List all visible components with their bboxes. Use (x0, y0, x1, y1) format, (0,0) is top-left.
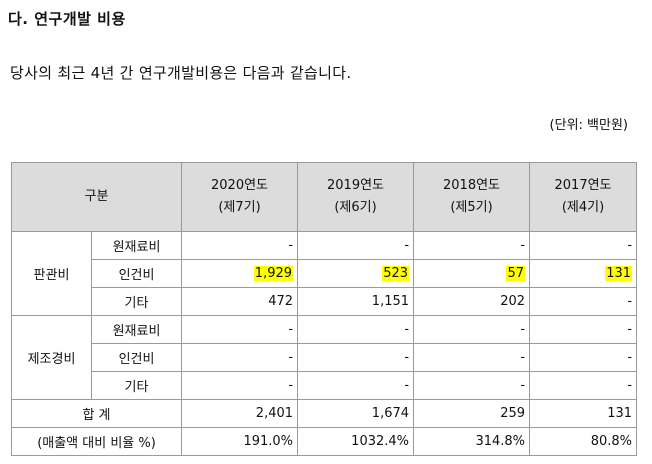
value-cell: - (297, 231, 415, 260)
period-label: (제6기) (334, 200, 377, 215)
ratio-row: (매출액 대비 비율 %) 191.0% 1032.4% 314.8% 80.8… (10, 427, 638, 456)
value-cell: - (297, 315, 415, 344)
value-cell: 314.8% (413, 427, 531, 456)
value-cell: - (181, 343, 299, 372)
value-cell: 202 (413, 287, 531, 316)
value-cell: 191.0% (181, 427, 299, 456)
value-cell: 1,151 (297, 287, 415, 316)
highlighted-value: 1,929 (253, 266, 294, 281)
value-cell: 472 (181, 287, 299, 316)
table-row: 기타 472 1,151 202 - (12, 287, 638, 316)
item-label: 원재료비 (90, 315, 183, 344)
table-row: 인건비 1,929 523 57 131 (12, 259, 638, 288)
total-label: 합 계 (10, 399, 183, 428)
table-row: 제조경비 원재료비 - - - - (11, 315, 638, 400)
period-label: (제7기) (218, 200, 261, 215)
value-cell: - (297, 343, 415, 372)
item-label: 기타 (90, 287, 183, 316)
value-cell: - (181, 315, 299, 344)
group-label: 판관비 (11, 231, 92, 316)
table-row: 판관비 원재료비 - - - - (11, 231, 638, 316)
highlighted-value: 57 (506, 266, 526, 281)
value-cell: - (413, 371, 531, 400)
year-label: 2019연도 (327, 178, 385, 193)
unit-note: (단위: 백만원) (549, 118, 628, 133)
value-cell: - (181, 231, 299, 260)
value-cell: - (529, 343, 638, 372)
year-label: 2020연도 (211, 178, 269, 193)
header-row: 구분 2020연도 (제7기) 2019연도 (제6기) 2018연도 (제5기) 2… (10, 162, 638, 232)
value-cell: - (413, 343, 531, 372)
value-cell: 1,929 (181, 259, 299, 288)
ratio-label: (매출액 대비 비율 %) (10, 427, 183, 456)
intro-text: 당사의 최근 4년 간 연구개발비용은 다음과 같습니다. (10, 64, 352, 82)
item-label: 기타 (90, 371, 183, 400)
header-year: 2018연도 (제5기) (413, 162, 531, 232)
period-label: (제4기) (561, 200, 605, 215)
header-year: 2017연도 (제4기) (529, 162, 638, 232)
table-row: 인건비 - - - - (12, 343, 638, 372)
value-cell: - (529, 315, 638, 344)
value-cell: 131 (529, 259, 638, 288)
value-cell: 131 (529, 399, 638, 428)
value-cell: - (529, 231, 638, 260)
value-cell: 259 (413, 399, 531, 428)
highlighted-value: 131 (605, 266, 633, 281)
highlighted-value: 523 (382, 266, 410, 281)
value-cell: 80.8% (529, 427, 638, 456)
value-cell: 2,401 (181, 399, 299, 428)
header-year: 2020연도 (제7기) (181, 162, 299, 232)
value-cell: 1032.4% (297, 427, 415, 456)
table-row: 기타 - - - - (12, 371, 638, 400)
header-year: 2019연도 (제6기) (297, 162, 415, 232)
item-label: 인건비 (90, 259, 183, 288)
section-heading: 다. 연구개발 비용 (8, 10, 126, 28)
rd-cost-table: 구분 2020연도 (제7기) 2019연도 (제6기) 2018연도 (제5기) 2… (10, 162, 638, 456)
year-label: 2018연도 (443, 178, 501, 193)
group-label: 제조경비 (11, 315, 92, 400)
value-cell: - (529, 371, 638, 400)
item-label: 원재료비 (90, 231, 183, 260)
total-row: 합 계 2,401 1,674 259 131 (10, 399, 638, 428)
year-label: 2017연도 (554, 178, 612, 193)
value-cell: - (413, 315, 531, 344)
value-cell: - (181, 371, 299, 400)
period-label: (제5기) (450, 200, 493, 215)
item-label: 인건비 (90, 343, 183, 372)
value-cell: 1,674 (297, 399, 415, 428)
value-cell: - (413, 231, 531, 260)
header-category: 구분 (10, 162, 183, 232)
value-cell: 57 (413, 259, 531, 288)
value-cell: - (529, 287, 638, 316)
value-cell: - (297, 371, 415, 400)
value-cell: 523 (297, 259, 415, 288)
